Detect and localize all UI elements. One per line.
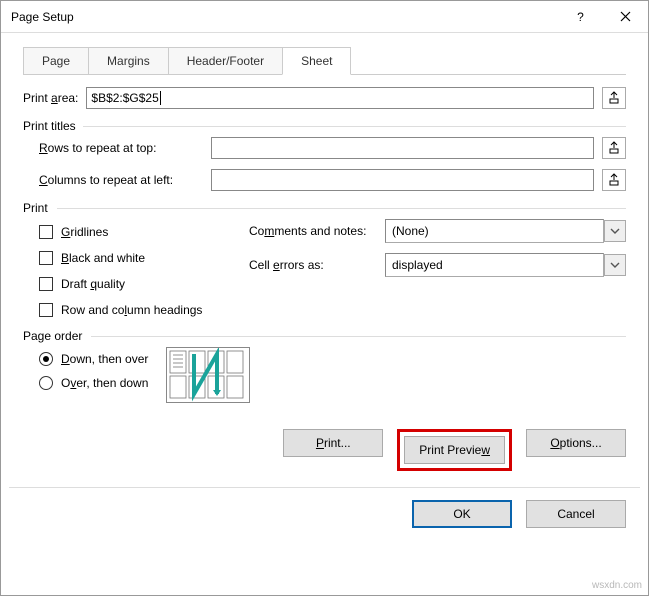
print-area-label: Print area:	[23, 91, 78, 105]
print-combos: Comments and notes: (None) Cell errors a…	[249, 219, 626, 323]
caret-icon	[160, 91, 161, 105]
print-checkboxes: Gridlines Black and white Draft quality …	[39, 219, 249, 323]
over-down-label: Over, then down	[61, 376, 148, 390]
down-over-label: Down, then over	[61, 352, 148, 366]
action-buttons: Print... Print Preview Options...	[1, 403, 648, 471]
tab-margins[interactable]: Margins	[88, 47, 169, 75]
footer-buttons: OK Cancel	[1, 488, 648, 528]
divider	[83, 126, 626, 127]
ok-button[interactable]: OK	[412, 500, 512, 528]
print-area-input[interactable]: $B$2:$G$25	[86, 87, 594, 109]
errors-combo-arrow[interactable]	[604, 254, 626, 276]
divider	[57, 208, 626, 209]
collapse-icon	[608, 91, 620, 105]
print-preview-button[interactable]: Print Preview	[404, 436, 505, 464]
errors-label: Cell errors as:	[249, 258, 385, 272]
page-order-svg	[167, 348, 249, 402]
tab-strip: Page Margins Header/Footer Sheet	[1, 33, 648, 75]
close-icon	[620, 11, 631, 22]
rch-label: Row and column headings	[61, 303, 202, 317]
page-order-group: Down, then over Over, then down	[39, 347, 626, 403]
close-button[interactable]	[603, 1, 648, 33]
draft-checkbox[interactable]	[39, 277, 53, 291]
bw-checkbox-row: Black and white	[39, 245, 249, 271]
rows-repeat-collapse-button[interactable]	[602, 137, 626, 159]
comments-combo-arrow[interactable]	[604, 220, 626, 242]
bw-label: Black and white	[61, 251, 145, 265]
tab-header-footer[interactable]: Header/Footer	[168, 47, 283, 75]
gridlines-checkbox-row: Gridlines	[39, 219, 249, 245]
print-area-collapse-button[interactable]	[602, 87, 626, 109]
watermark-text: wsxdn.com	[592, 580, 642, 591]
cols-repeat-label: Columns to repeat at left:	[39, 173, 203, 187]
bw-checkbox[interactable]	[39, 251, 53, 265]
down-over-row: Down, then over	[39, 347, 148, 371]
gridlines-checkbox[interactable]	[39, 225, 53, 239]
collapse-icon	[608, 141, 620, 155]
tab-sheet[interactable]: Sheet	[282, 47, 351, 75]
down-over-radio[interactable]	[39, 352, 53, 366]
print-area-row: Print area: $B$2:$G$25	[23, 87, 626, 109]
over-down-radio[interactable]	[39, 376, 53, 390]
draft-label: Draft quality	[61, 277, 125, 291]
chevron-down-icon	[610, 262, 620, 268]
rows-repeat-label: Rows to repeat at top:	[39, 141, 203, 155]
divider	[91, 336, 626, 337]
options-button[interactable]: Options...	[526, 429, 626, 457]
comments-combo[interactable]: (None)	[385, 219, 604, 243]
rch-checkbox[interactable]	[39, 303, 53, 317]
comments-label: Comments and notes:	[249, 224, 385, 238]
help-icon: ?	[577, 10, 584, 24]
rows-repeat-row: Rows to repeat at top:	[39, 137, 626, 159]
rows-repeat-input[interactable]	[211, 137, 594, 159]
page-order-radios: Down, then over Over, then down	[39, 347, 148, 403]
help-button[interactable]: ?	[558, 1, 603, 33]
titlebar: Page Setup ?	[1, 1, 648, 33]
highlight-annotation: Print Preview	[397, 429, 512, 471]
errors-combo[interactable]: displayed	[385, 253, 604, 277]
draft-checkbox-row: Draft quality	[39, 271, 249, 297]
page-setup-dialog: Page Setup ? Page Margins Header/Footer …	[0, 0, 649, 596]
tab-page[interactable]: Page	[23, 47, 89, 75]
errors-row: Cell errors as: displayed	[249, 253, 626, 277]
dialog-title: Page Setup	[11, 10, 558, 24]
cols-repeat-row: Columns to repeat at left:	[39, 169, 626, 191]
print-options-group: Gridlines Black and white Draft quality …	[39, 219, 626, 323]
sheet-tab-content: Print area: $B$2:$G$25 Print titles Rows…	[1, 75, 648, 403]
page-order-preview-icon	[166, 347, 250, 403]
collapse-icon	[608, 173, 620, 187]
print-titles-group: Rows to repeat at top: Columns to repeat…	[39, 137, 626, 191]
chevron-down-icon	[610, 228, 620, 234]
cancel-button[interactable]: Cancel	[526, 500, 626, 528]
print-button[interactable]: Print...	[283, 429, 383, 457]
comments-row: Comments and notes: (None)	[249, 219, 626, 243]
cols-repeat-collapse-button[interactable]	[602, 169, 626, 191]
over-down-row: Over, then down	[39, 371, 148, 395]
gridlines-label: Gridlines	[61, 225, 108, 239]
rch-checkbox-row: Row and column headings	[39, 297, 249, 323]
cols-repeat-input[interactable]	[211, 169, 594, 191]
